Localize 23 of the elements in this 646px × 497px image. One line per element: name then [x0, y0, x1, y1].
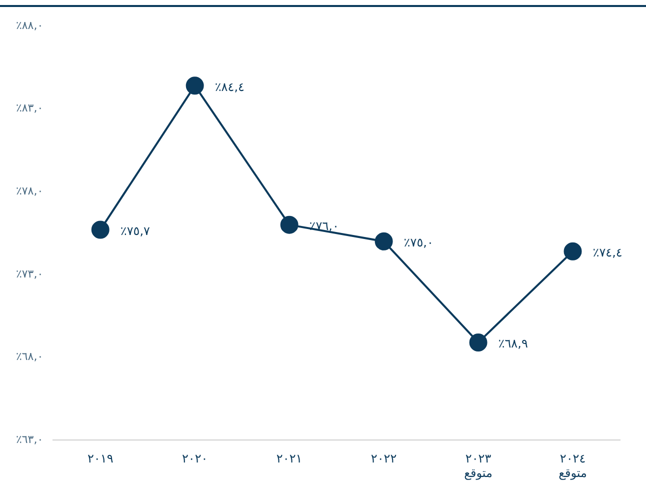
y-tick-label: ٪٦٣,٠: [16, 433, 44, 446]
point: [280, 216, 298, 234]
data-label: ٪٧٤,٤: [592, 245, 622, 260]
data-label: ٪٧٥,٧: [120, 224, 151, 238]
point: [469, 333, 488, 352]
point: [374, 232, 393, 250]
point: [564, 242, 582, 260]
x-tick-label: ٢٠٢٣ متوقع: [464, 452, 492, 480]
x-tick-label: ٢٠٢١: [276, 452, 302, 466]
y-tick-label: ٪٧٣,٠: [16, 267, 44, 280]
x-tick-label: ٢٠٢٤ متوقع: [558, 452, 587, 480]
y-tick-label: ٪٧٨,٠: [16, 184, 44, 198]
data-label: ٪٧٥,٠: [404, 236, 434, 250]
data-label: ٪٨٤,٤: [214, 80, 244, 94]
x-tick-label: ٢٠٢٠: [182, 452, 208, 466]
x-tick-label: ٢٠١٩: [87, 452, 114, 466]
point: [91, 220, 110, 239]
point: [186, 76, 204, 95]
data-label: ٪٦٨,٩: [498, 336, 528, 351]
y-tick-label: ٪٨٨,٠: [16, 18, 44, 32]
y-tick-label: ٪٦٨,٠: [16, 350, 44, 364]
y-tick-label: ٪٨٣,٠: [16, 102, 44, 115]
x-tick-label: ٢٠٢٢: [370, 452, 397, 466]
